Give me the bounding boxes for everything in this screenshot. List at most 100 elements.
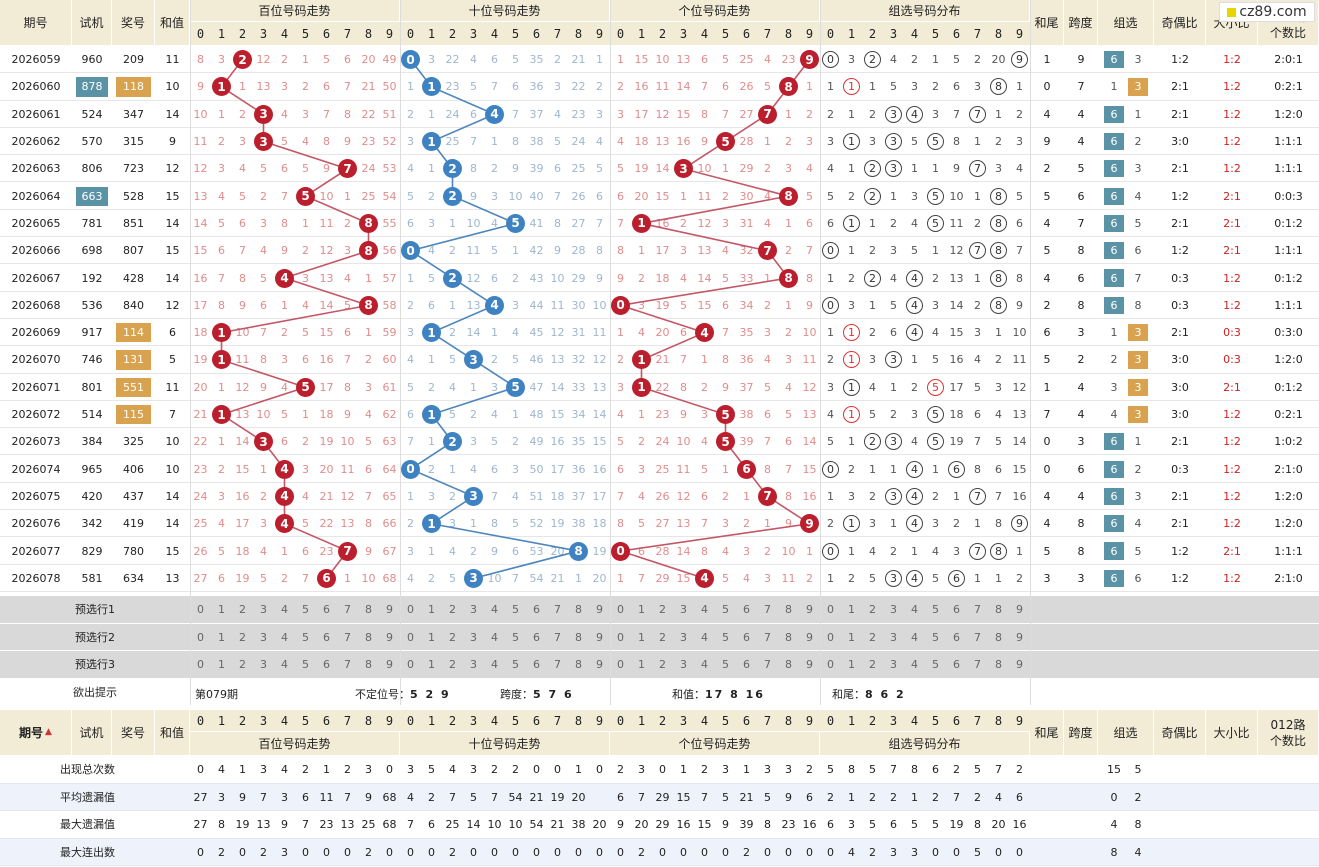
select-digit[interactable]: 6 <box>743 630 750 644</box>
select-digit[interactable]: 7 <box>974 630 981 644</box>
select-digit[interactable]: 6 <box>743 658 750 672</box>
select-digit[interactable]: 5 <box>512 630 519 644</box>
select-digit[interactable]: 3 <box>470 630 477 644</box>
select-digit[interactable]: 9 <box>596 603 603 617</box>
select-digit[interactable]: 6 <box>533 603 540 617</box>
select-digit[interactable]: 6 <box>743 603 750 617</box>
select-digit[interactable]: 9 <box>1016 603 1023 617</box>
select-digit[interactable]: 0 <box>197 630 204 644</box>
select-digit[interactable]: 1 <box>638 658 645 672</box>
select-digit[interactable]: 0 <box>617 603 624 617</box>
select-digit[interactable]: 3 <box>680 603 687 617</box>
select-digit[interactable]: 2 <box>449 658 456 672</box>
select-digit[interactable]: 2 <box>869 658 876 672</box>
select-digit[interactable]: 0 <box>407 603 414 617</box>
select-digit[interactable]: 8 <box>785 658 792 672</box>
select-digit[interactable]: 9 <box>1016 658 1023 672</box>
select-digit[interactable]: 8 <box>365 630 372 644</box>
select-digit[interactable]: 2 <box>239 658 246 672</box>
select-digit[interactable]: 9 <box>386 658 393 672</box>
select-digit[interactable]: 8 <box>575 603 582 617</box>
select-digit[interactable]: 9 <box>596 658 603 672</box>
select-digit[interactable]: 0 <box>407 658 414 672</box>
select-digit[interactable]: 1 <box>218 603 225 617</box>
select-digit[interactable]: 5 <box>512 658 519 672</box>
select-digit[interactable]: 1 <box>428 603 435 617</box>
select-digit[interactable]: 6 <box>533 658 540 672</box>
select-digit[interactable]: 0 <box>407 630 414 644</box>
select-digit[interactable]: 9 <box>806 603 813 617</box>
select-digit[interactable]: 1 <box>428 658 435 672</box>
select-digit[interactable]: 8 <box>785 603 792 617</box>
select-digit[interactable]: 3 <box>260 658 267 672</box>
select-digit[interactable]: 4 <box>911 603 918 617</box>
select-digit[interactable]: 8 <box>785 630 792 644</box>
select-digit[interactable]: 3 <box>260 603 267 617</box>
select-digit[interactable]: 7 <box>554 630 561 644</box>
select-digit[interactable]: 4 <box>281 603 288 617</box>
select-digit[interactable]: 0 <box>827 630 834 644</box>
select-digit[interactable]: 3 <box>890 658 897 672</box>
select-digit[interactable]: 8 <box>365 658 372 672</box>
select-digit[interactable]: 4 <box>701 658 708 672</box>
select-digit[interactable]: 9 <box>1016 630 1023 644</box>
select-digit[interactable]: 2 <box>659 603 666 617</box>
select-digit[interactable]: 5 <box>302 603 309 617</box>
select-digit[interactable]: 2 <box>869 603 876 617</box>
select-digit[interactable]: 1 <box>638 630 645 644</box>
select-digit[interactable]: 7 <box>554 603 561 617</box>
select-digit[interactable]: 1 <box>218 658 225 672</box>
select-digit[interactable]: 7 <box>764 630 771 644</box>
select-digit[interactable]: 3 <box>890 630 897 644</box>
select-digit[interactable]: 8 <box>365 603 372 617</box>
select-digit[interactable]: 3 <box>680 658 687 672</box>
select-digit[interactable]: 8 <box>995 630 1002 644</box>
site-logo[interactable]: cz89.com <box>1219 2 1315 22</box>
select-digit[interactable]: 5 <box>932 658 939 672</box>
select-digit[interactable]: 3 <box>470 603 477 617</box>
select-digit[interactable]: 0 <box>617 630 624 644</box>
select-digit[interactable]: 7 <box>764 658 771 672</box>
select-digit[interactable]: 1 <box>848 658 855 672</box>
select-digit[interactable]: 4 <box>701 630 708 644</box>
select-digit[interactable]: 4 <box>491 630 498 644</box>
select-digit[interactable]: 8 <box>575 630 582 644</box>
select-digit[interactable]: 1 <box>218 630 225 644</box>
select-digit[interactable]: 6 <box>323 658 330 672</box>
select-digit[interactable]: 4 <box>701 603 708 617</box>
select-digit[interactable]: 4 <box>491 658 498 672</box>
select-digit[interactable]: 4 <box>491 603 498 617</box>
select-digit[interactable]: 6 <box>323 630 330 644</box>
select-digit[interactable]: 2 <box>449 630 456 644</box>
select-digit[interactable]: 2 <box>659 630 666 644</box>
select-digit[interactable]: 0 <box>197 603 204 617</box>
select-digit[interactable]: 4 <box>911 630 918 644</box>
select-digit[interactable]: 9 <box>386 630 393 644</box>
select-digit[interactable]: 7 <box>974 603 981 617</box>
select-digit[interactable]: 2 <box>239 630 246 644</box>
select-digit[interactable]: 5 <box>302 658 309 672</box>
header-period[interactable]: 期号 <box>0 0 72 46</box>
select-digit[interactable]: 6 <box>533 630 540 644</box>
select-digit[interactable]: 9 <box>806 658 813 672</box>
select-digit[interactable]: 7 <box>974 658 981 672</box>
select-digit[interactable]: 7 <box>344 630 351 644</box>
select-digit[interactable]: 1 <box>428 630 435 644</box>
select-digit[interactable]: 0 <box>827 603 834 617</box>
select-digit[interactable]: 2 <box>239 603 246 617</box>
select-digit[interactable]: 1 <box>848 630 855 644</box>
select-digit[interactable]: 2 <box>659 658 666 672</box>
select-digit[interactable]: 3 <box>680 630 687 644</box>
header2-period[interactable]: 期号 ▲ <box>0 710 72 756</box>
select-digit[interactable]: 6 <box>323 603 330 617</box>
select-digit[interactable]: 5 <box>302 630 309 644</box>
select-digit[interactable]: 7 <box>344 658 351 672</box>
select-digit[interactable]: 0 <box>617 658 624 672</box>
select-digit[interactable]: 0 <box>197 658 204 672</box>
select-digit[interactable]: 5 <box>722 603 729 617</box>
select-digit[interactable]: 7 <box>554 658 561 672</box>
sort-arrow-icon[interactable]: ▲ <box>45 727 52 737</box>
select-digit[interactable]: 0 <box>827 658 834 672</box>
select-digit[interactable]: 1 <box>638 603 645 617</box>
select-digit[interactable]: 7 <box>764 603 771 617</box>
